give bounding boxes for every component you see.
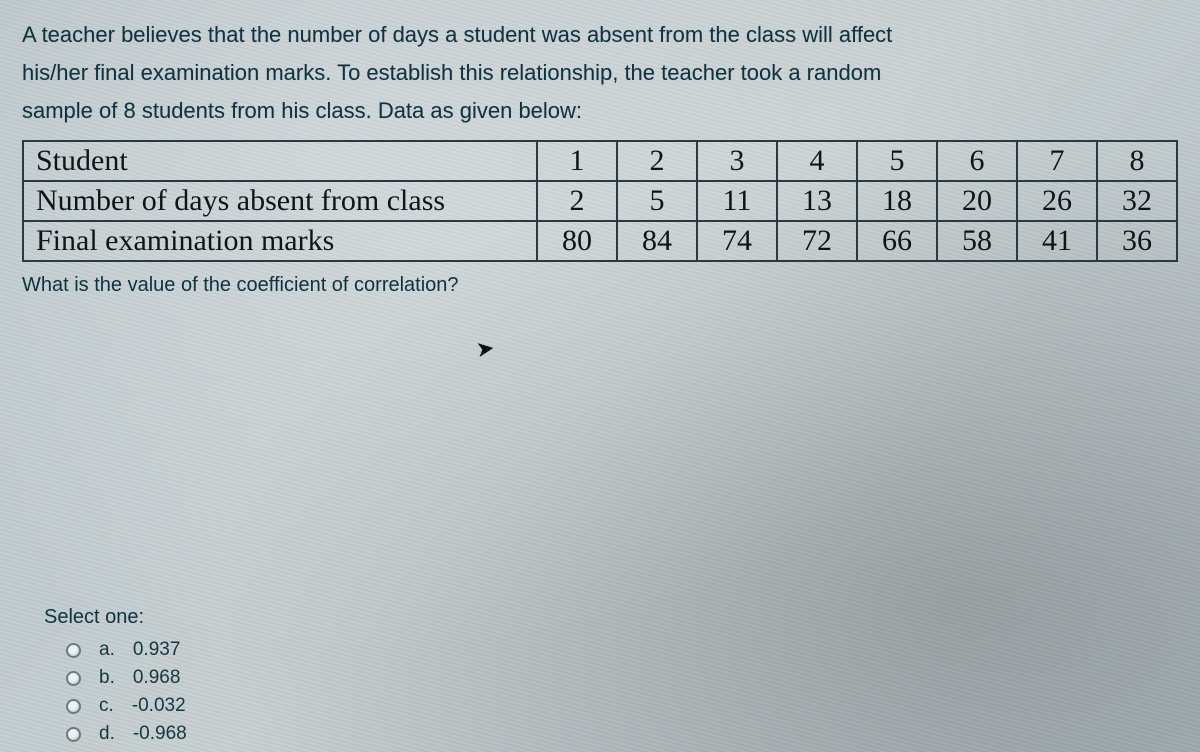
cell: 7 [1017,141,1097,181]
option-text: -0.968 [133,723,187,745]
cell: 66 [857,221,937,261]
cell: 1 [537,141,617,181]
option-c[interactable]: c. -0.032 [66,695,187,717]
option-text: 0.937 [133,639,181,661]
cell: 72 [777,221,857,261]
cell: 26 [1017,181,1097,221]
intro-line-3: sample of 8 students from his class. Dat… [22,94,1182,128]
cell: 41 [1017,221,1097,261]
radio-icon[interactable] [66,727,81,742]
cell: 13 [777,181,857,221]
cell: 20 [937,181,1017,221]
cell: 84 [617,221,697,261]
cell: 4 [777,141,857,181]
cell: 3 [697,141,777,181]
data-table: Student 1 2 3 4 5 6 7 8 Number of days a… [22,140,1178,262]
option-text: 0.968 [133,667,181,689]
cell: 5 [617,181,697,221]
radio-icon[interactable] [66,643,81,658]
option-letter: b. [99,667,115,689]
radio-icon[interactable] [66,671,81,686]
table-row: Number of days absent from class 2 5 11 … [23,181,1177,221]
cell: 2 [617,141,697,181]
option-a[interactable]: a. 0.937 [66,639,187,661]
row-label-student: Student [23,141,537,181]
option-b[interactable]: b. 0.968 [66,667,187,689]
select-one-prompt: Select one: [44,606,187,629]
question-text: What is the value of the coefficient of … [22,274,1182,297]
cell: 18 [857,181,937,221]
cell: 32 [1097,181,1177,221]
cell: 80 [537,221,617,261]
intro-line-1: A teacher believes that the number of da… [22,18,1182,52]
cell: 58 [937,221,1017,261]
intro-line-2: his/her final examination marks. To esta… [22,56,1182,90]
table-row: Student 1 2 3 4 5 6 7 8 [23,141,1177,181]
cell: 2 [537,181,617,221]
option-d[interactable]: d. -0.968 [66,723,187,745]
option-text: -0.032 [132,695,186,717]
cell: 74 [697,221,777,261]
question-intro: A teacher believes that the number of da… [22,18,1182,128]
option-letter: a. [99,639,115,661]
radio-icon[interactable] [66,699,81,714]
cursor-icon: ➤ [474,335,496,363]
row-label-marks: Final examination marks [23,221,537,261]
cell: 6 [937,141,1017,181]
option-letter: c. [99,695,114,717]
cell: 5 [857,141,937,181]
answer-block: Select one: a. 0.937 b. 0.968 c. -0.032 … [44,606,187,751]
option-letter: d. [99,723,115,745]
cell: 36 [1097,221,1177,261]
cell: 11 [697,181,777,221]
table-row: Final examination marks 80 84 74 72 66 5… [23,221,1177,261]
cell: 8 [1097,141,1177,181]
row-label-absent: Number of days absent from class [23,181,537,221]
